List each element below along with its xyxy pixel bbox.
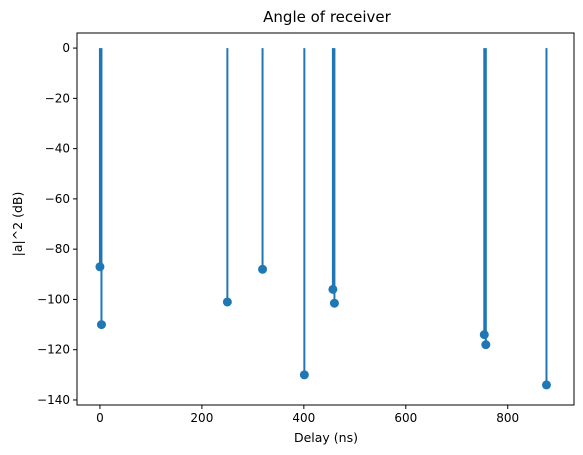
x-tick-label: 0 [96,411,104,425]
stem-marker-2 [222,297,232,307]
y-axis-label: |a|^2 (dB) [10,192,25,257]
x-ticks-layer: 0 200 400 600 800 [96,405,519,425]
stem-marker-6 [329,298,339,308]
stem-marker-7 [479,330,489,340]
stem-marker-9 [541,380,551,390]
y-tick-label: −20 [45,91,70,105]
y-tick-label: −60 [45,192,70,206]
x-tick-label: 200 [190,411,213,425]
markers-layer [95,262,551,390]
y-tick-label: 0 [62,41,70,55]
chart-title: Angle of receiver [263,8,391,26]
stem-marker-3 [258,264,268,274]
stem-marker-0 [95,262,105,272]
y-ticks-layer: 0 −20 −40 −60 −80 −100 −120 −140 [37,41,77,407]
y-tick-label: −40 [45,142,70,156]
plot-frame [76,32,575,406]
stem-marker-1 [96,320,106,330]
y-tick-label: −140 [37,393,70,407]
stem-marker-8 [481,340,491,350]
stem-marker-5 [328,284,338,294]
x-tick-label: 800 [496,411,519,425]
x-tick-label: 400 [292,411,315,425]
stems-layer [98,48,548,385]
x-axis-label: Delay (ns) [294,430,358,445]
y-tick-label: −80 [45,242,70,256]
y-tick-label: −120 [37,343,70,357]
stem-marker-4 [299,370,309,380]
x-tick-label: 600 [394,411,417,425]
y-tick-label: −100 [37,292,70,306]
